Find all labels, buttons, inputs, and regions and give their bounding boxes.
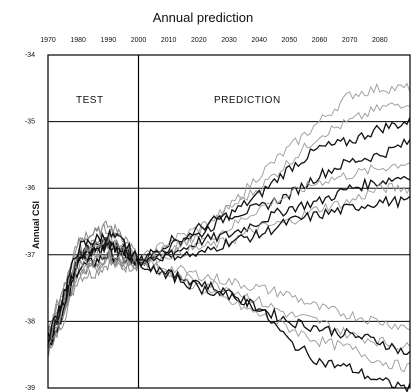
x-tick-label-3: 2000 [131,37,147,44]
x-tick-label-8: 2050 [282,37,298,44]
prediction-series-6 [138,182,411,264]
test-series-10 [47,220,139,330]
test-series-12 [47,239,139,347]
chart-title: Annual prediction [153,10,253,25]
x-tick-label-4: 2010 [161,37,177,44]
y-tick-label-4: -38 [25,318,35,325]
y-tick-label-2: -36 [25,185,35,192]
prediction-series-7 [138,195,411,267]
prediction-series-1 [138,102,411,262]
x-tick-label-1: 1980 [70,37,86,44]
y-axis-label: Annual CSI [31,201,41,249]
x-tick-label-9: 2060 [312,37,328,44]
series-lines [47,82,411,392]
x-tick-label-11: 2080 [372,37,388,44]
test-series-2 [47,259,139,359]
y-tick-label-1: -35 [25,119,35,126]
x-tick-label-10: 2070 [342,37,358,44]
x-tick-label-2: 1990 [101,37,117,44]
region-label-test: TEST [76,95,104,106]
plot-frame [47,54,411,389]
y-tick-label-5: -39 [25,385,35,392]
x-tick-label-7: 2040 [251,37,267,44]
x-tick-label-6: 2030 [221,37,237,44]
y-tick-label-0: -34 [25,52,35,59]
x-tick-label-5: 2020 [191,37,207,44]
test-series-14 [47,249,139,348]
y-tick-label-3: -37 [25,252,35,259]
x-tick-label-0: 1970 [40,37,56,44]
test-series-13 [47,223,139,332]
prediction-series-2 [137,116,411,264]
prediction-series-4 [138,162,411,263]
test-series-15 [47,228,140,338]
prediction-series-12 [137,259,411,392]
prediction-series-10 [137,261,411,355]
y-tick-labels: -34 -35 -36 -37 -38 -39 [25,52,35,392]
region-label-prediction: PREDICTION [214,95,281,106]
prediction-series-8 [138,258,411,331]
prediction-series-5 [138,175,411,263]
x-tick-labels: 1970 1980 1990 2000 2010 2020 2030 2040 2050 2060… [40,37,388,44]
